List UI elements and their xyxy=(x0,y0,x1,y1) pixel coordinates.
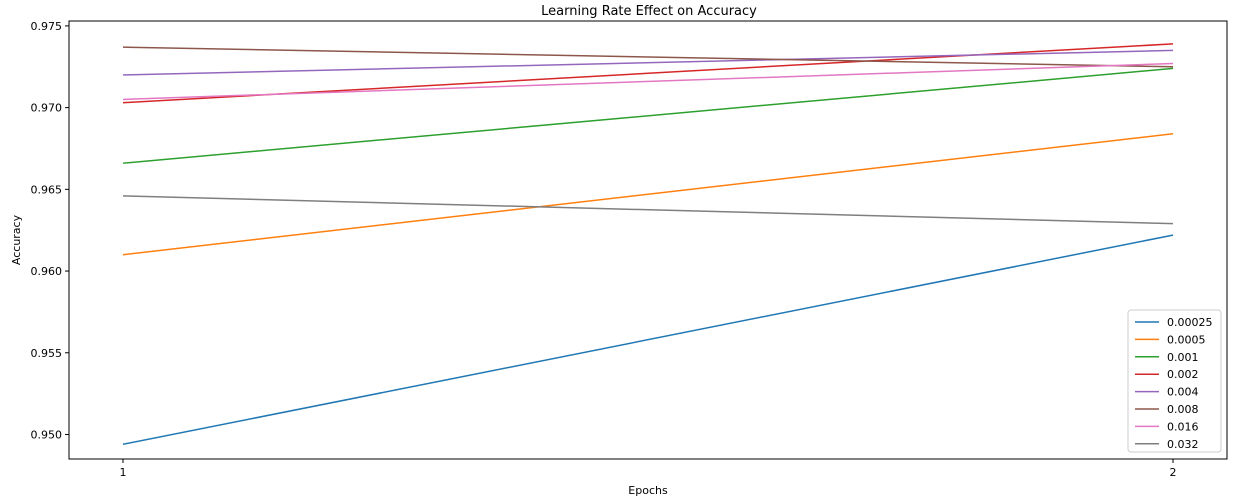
series-line-0.004 xyxy=(122,49,1174,76)
y-tick-label: 0.955 xyxy=(31,347,63,360)
legend-label: 0.032 xyxy=(1167,438,1199,451)
y-tick-label: 0.965 xyxy=(31,183,63,196)
chart-title: Learning Rate Effect on Accuracy xyxy=(541,4,757,19)
y-tick-label: 0.970 xyxy=(31,102,63,115)
x-tick-label: 1 xyxy=(120,466,127,479)
series-line-0.001 xyxy=(122,67,1174,164)
legend-label: 0.002 xyxy=(1167,368,1199,381)
legend-label: 0.004 xyxy=(1167,386,1199,399)
y-axis-label: Accuracy xyxy=(10,214,23,265)
legend-box xyxy=(1127,309,1222,453)
series-line-0.0005 xyxy=(122,133,1174,256)
x-tick-label: 2 xyxy=(1170,466,1177,479)
series-lines xyxy=(122,43,1174,446)
x-axis-label: Epochs xyxy=(628,484,668,497)
legend-label: 0.00025 xyxy=(1167,316,1213,329)
plot-area xyxy=(68,20,1228,460)
legend-label: 0.008 xyxy=(1167,403,1199,416)
series-line-0.00025 xyxy=(122,234,1174,446)
legend: 0.00025 0.0005 0.001 0.002 0.004 0.008 0.016 0.… xyxy=(1127,309,1222,453)
series-line-0.032 xyxy=(122,195,1174,225)
legend-label: 0.001 xyxy=(1167,351,1199,364)
plot-frame xyxy=(68,20,1228,460)
legend-label: 0.0005 xyxy=(1167,333,1206,346)
series-line-0.008 xyxy=(122,46,1174,68)
y-tick-label: 0.950 xyxy=(31,428,63,441)
y-axis: 0.950 0.955 0.960 0.965 0.970 0.975 xyxy=(31,20,69,441)
legend-label: 0.016 xyxy=(1167,420,1199,433)
series-line-0.016 xyxy=(122,62,1174,101)
y-tick-label: 0.960 xyxy=(31,265,63,278)
y-tick-label: 0.975 xyxy=(31,20,63,33)
